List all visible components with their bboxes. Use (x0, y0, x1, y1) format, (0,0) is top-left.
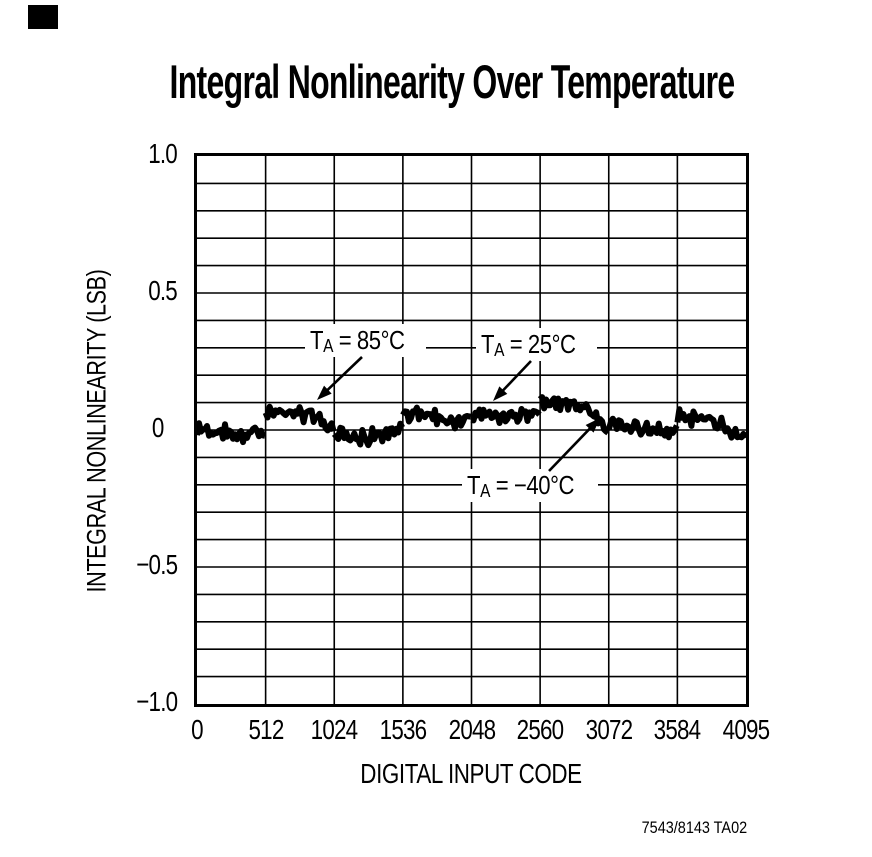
annotation-label-0: TA = 85°C (305, 324, 427, 357)
plot-area (194, 153, 749, 707)
y-tick-1.0: 1.0 (148, 138, 178, 169)
inl-trace (197, 394, 746, 449)
page-corner-marker (28, 5, 58, 29)
x-tick-1536: 1536 (379, 714, 427, 745)
annotation-label-2: TA = −40°C (462, 469, 598, 502)
x-tick-2048: 2048 (448, 714, 495, 745)
y-tick-−1.0: −1.0 (135, 686, 178, 717)
figure-number: 7543/8143 TA02 (641, 818, 747, 837)
grid-and-trace-canvas (197, 156, 746, 704)
y-axis-label: INTEGRAL NONLINEARITY (LSB) (81, 269, 112, 593)
annotation-label-1: TA = 25°C (476, 328, 598, 361)
y-tick-0.5: 0.5 (148, 275, 178, 306)
x-tick-4095: 4095 (722, 714, 770, 745)
x-tick-512: 512 (248, 714, 284, 745)
chart-title: Integral Nonlinearity Over Temperature (169, 55, 735, 108)
x-tick-0: 0 (191, 714, 203, 745)
x-tick-3072: 3072 (585, 714, 633, 745)
x-tick-1024: 1024 (310, 714, 358, 745)
y-tick-−0.5: −0.5 (135, 549, 178, 580)
y-tick-0: 0 (152, 412, 164, 443)
x-axis-label: DIGITAL INPUT CODE (360, 758, 582, 789)
x-tick-3584: 3584 (654, 714, 701, 745)
x-tick-2560: 2560 (516, 714, 564, 745)
gridlines (197, 156, 746, 704)
